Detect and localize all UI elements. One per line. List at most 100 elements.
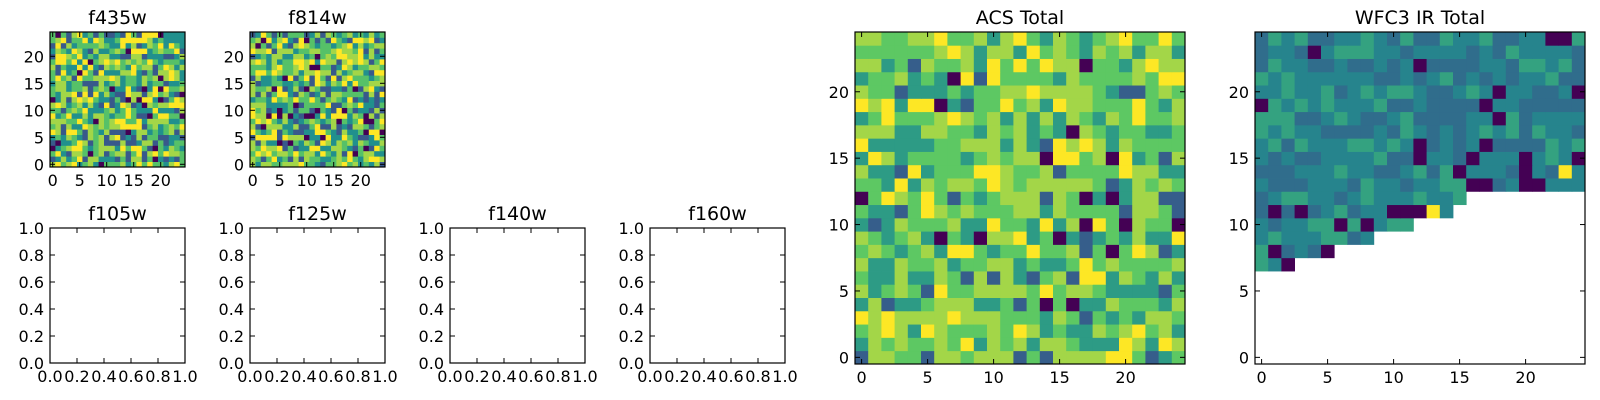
heatmap-cell bbox=[266, 113, 272, 119]
heatmap-cell bbox=[109, 102, 116, 108]
heatmap-cell bbox=[66, 107, 72, 114]
y-tick-label: 15 bbox=[24, 74, 44, 93]
heatmap-cell bbox=[120, 102, 126, 108]
heatmap-cell bbox=[250, 118, 256, 125]
heatmap-cell bbox=[960, 350, 975, 365]
heatmap-cell bbox=[1145, 178, 1159, 192]
heatmap-cell bbox=[363, 123, 370, 130]
heatmap-cell bbox=[325, 64, 332, 71]
heatmap-cell bbox=[1000, 271, 1014, 285]
heatmap-cell bbox=[152, 91, 159, 98]
heatmap-cell bbox=[1145, 297, 1159, 312]
heatmap-cell bbox=[141, 69, 148, 76]
heatmap-cell bbox=[77, 37, 83, 44]
axes-frame bbox=[49, 227, 186, 364]
heatmap-cell bbox=[341, 75, 348, 81]
heatmap-cell bbox=[1479, 124, 1493, 139]
heatmap-cell bbox=[282, 80, 289, 87]
heatmap-cell bbox=[331, 96, 337, 103]
heatmap-cell bbox=[168, 145, 175, 152]
heatmap-cell bbox=[960, 178, 975, 192]
heatmap-cell bbox=[907, 350, 922, 365]
heatmap-cell bbox=[93, 129, 99, 135]
heatmap-cell bbox=[1321, 85, 1335, 99]
heatmap-cell bbox=[1307, 151, 1322, 166]
heatmap-cell bbox=[104, 64, 110, 71]
heatmap-cell bbox=[1321, 191, 1335, 206]
heatmap-cell bbox=[158, 145, 164, 152]
heatmap-cell bbox=[55, 91, 62, 98]
heatmap-cell bbox=[1492, 138, 1507, 152]
heatmap-cell bbox=[136, 80, 143, 87]
heatmap-cell bbox=[304, 53, 310, 60]
heatmap-cell bbox=[1360, 45, 1375, 59]
heatmap-cell bbox=[77, 102, 83, 108]
heatmap-cell bbox=[1492, 151, 1507, 166]
heatmap-cell bbox=[77, 156, 83, 162]
heatmap-cell bbox=[1479, 45, 1493, 59]
heatmap-cell bbox=[93, 161, 99, 168]
heatmap-cell bbox=[934, 217, 948, 232]
heatmap-cell bbox=[255, 69, 262, 76]
heatmap-cell bbox=[973, 124, 988, 139]
heatmap-cell bbox=[379, 86, 386, 92]
heatmap-cell bbox=[71, 86, 78, 92]
heatmap-cell bbox=[104, 91, 110, 98]
heatmap-cell bbox=[868, 124, 882, 139]
heatmap-cell bbox=[168, 86, 175, 92]
heatmap-cell bbox=[1373, 98, 1388, 113]
heatmap-cell bbox=[1479, 85, 1493, 99]
heatmap-cell bbox=[1307, 178, 1322, 192]
heatmap-cell bbox=[1039, 151, 1054, 166]
heatmap-cell bbox=[55, 59, 62, 65]
heatmap-cell bbox=[868, 324, 882, 338]
y-tick-label: 0.2 bbox=[419, 327, 444, 346]
heatmap-cell bbox=[1413, 204, 1427, 219]
heatmap-cell bbox=[1387, 217, 1401, 232]
heatmap-cell bbox=[1334, 124, 1348, 139]
heatmap-cell bbox=[947, 217, 961, 232]
heatmap-cell bbox=[1013, 111, 1027, 126]
x-tick-label: 0.0 bbox=[37, 367, 62, 386]
heatmap-cell bbox=[168, 113, 175, 119]
heatmap-cell bbox=[1013, 231, 1027, 245]
heatmap-cell bbox=[921, 71, 935, 86]
heatmap-cell bbox=[1158, 350, 1173, 365]
heatmap-cell bbox=[271, 113, 278, 119]
heatmap-cell bbox=[277, 140, 283, 146]
heatmap-cell bbox=[304, 64, 310, 71]
heatmap-cell bbox=[174, 37, 180, 44]
heatmap-cell bbox=[125, 140, 132, 146]
heatmap-cell bbox=[336, 150, 343, 157]
heatmap-cell bbox=[1066, 310, 1080, 325]
heatmap-cell bbox=[921, 204, 935, 219]
heatmap-cell bbox=[1294, 124, 1309, 139]
heatmap-cell bbox=[1145, 204, 1159, 219]
heatmap-cell bbox=[987, 191, 1001, 206]
heatmap-cell bbox=[1268, 151, 1282, 166]
heatmap-cell bbox=[179, 75, 186, 81]
heatmap-cell bbox=[260, 96, 267, 103]
heatmap-cell bbox=[1132, 178, 1146, 192]
heatmap-cell bbox=[163, 113, 170, 119]
heatmap-cell bbox=[374, 140, 380, 146]
heatmap-cell bbox=[131, 123, 137, 130]
heatmap-cell bbox=[1255, 191, 1269, 206]
heatmap-cell bbox=[163, 161, 170, 168]
heatmap-cell bbox=[1294, 151, 1309, 166]
heatmap-cell bbox=[82, 86, 89, 92]
heatmap-cell bbox=[136, 107, 143, 114]
heatmap-cell bbox=[136, 75, 143, 81]
heatmap-cell bbox=[250, 129, 256, 135]
heatmap-cell bbox=[120, 32, 126, 38]
heatmap-cell bbox=[174, 140, 180, 146]
heatmap-cell bbox=[1413, 138, 1427, 152]
heatmap-cell bbox=[66, 156, 72, 162]
heatmap-cell bbox=[1132, 271, 1146, 285]
heatmap-cell bbox=[320, 64, 326, 71]
heatmap-cell bbox=[1000, 164, 1014, 179]
heatmap-cell bbox=[921, 151, 935, 166]
heatmap-cell bbox=[125, 118, 132, 125]
heatmap-cell bbox=[120, 161, 126, 168]
heatmap-cell bbox=[136, 145, 143, 152]
